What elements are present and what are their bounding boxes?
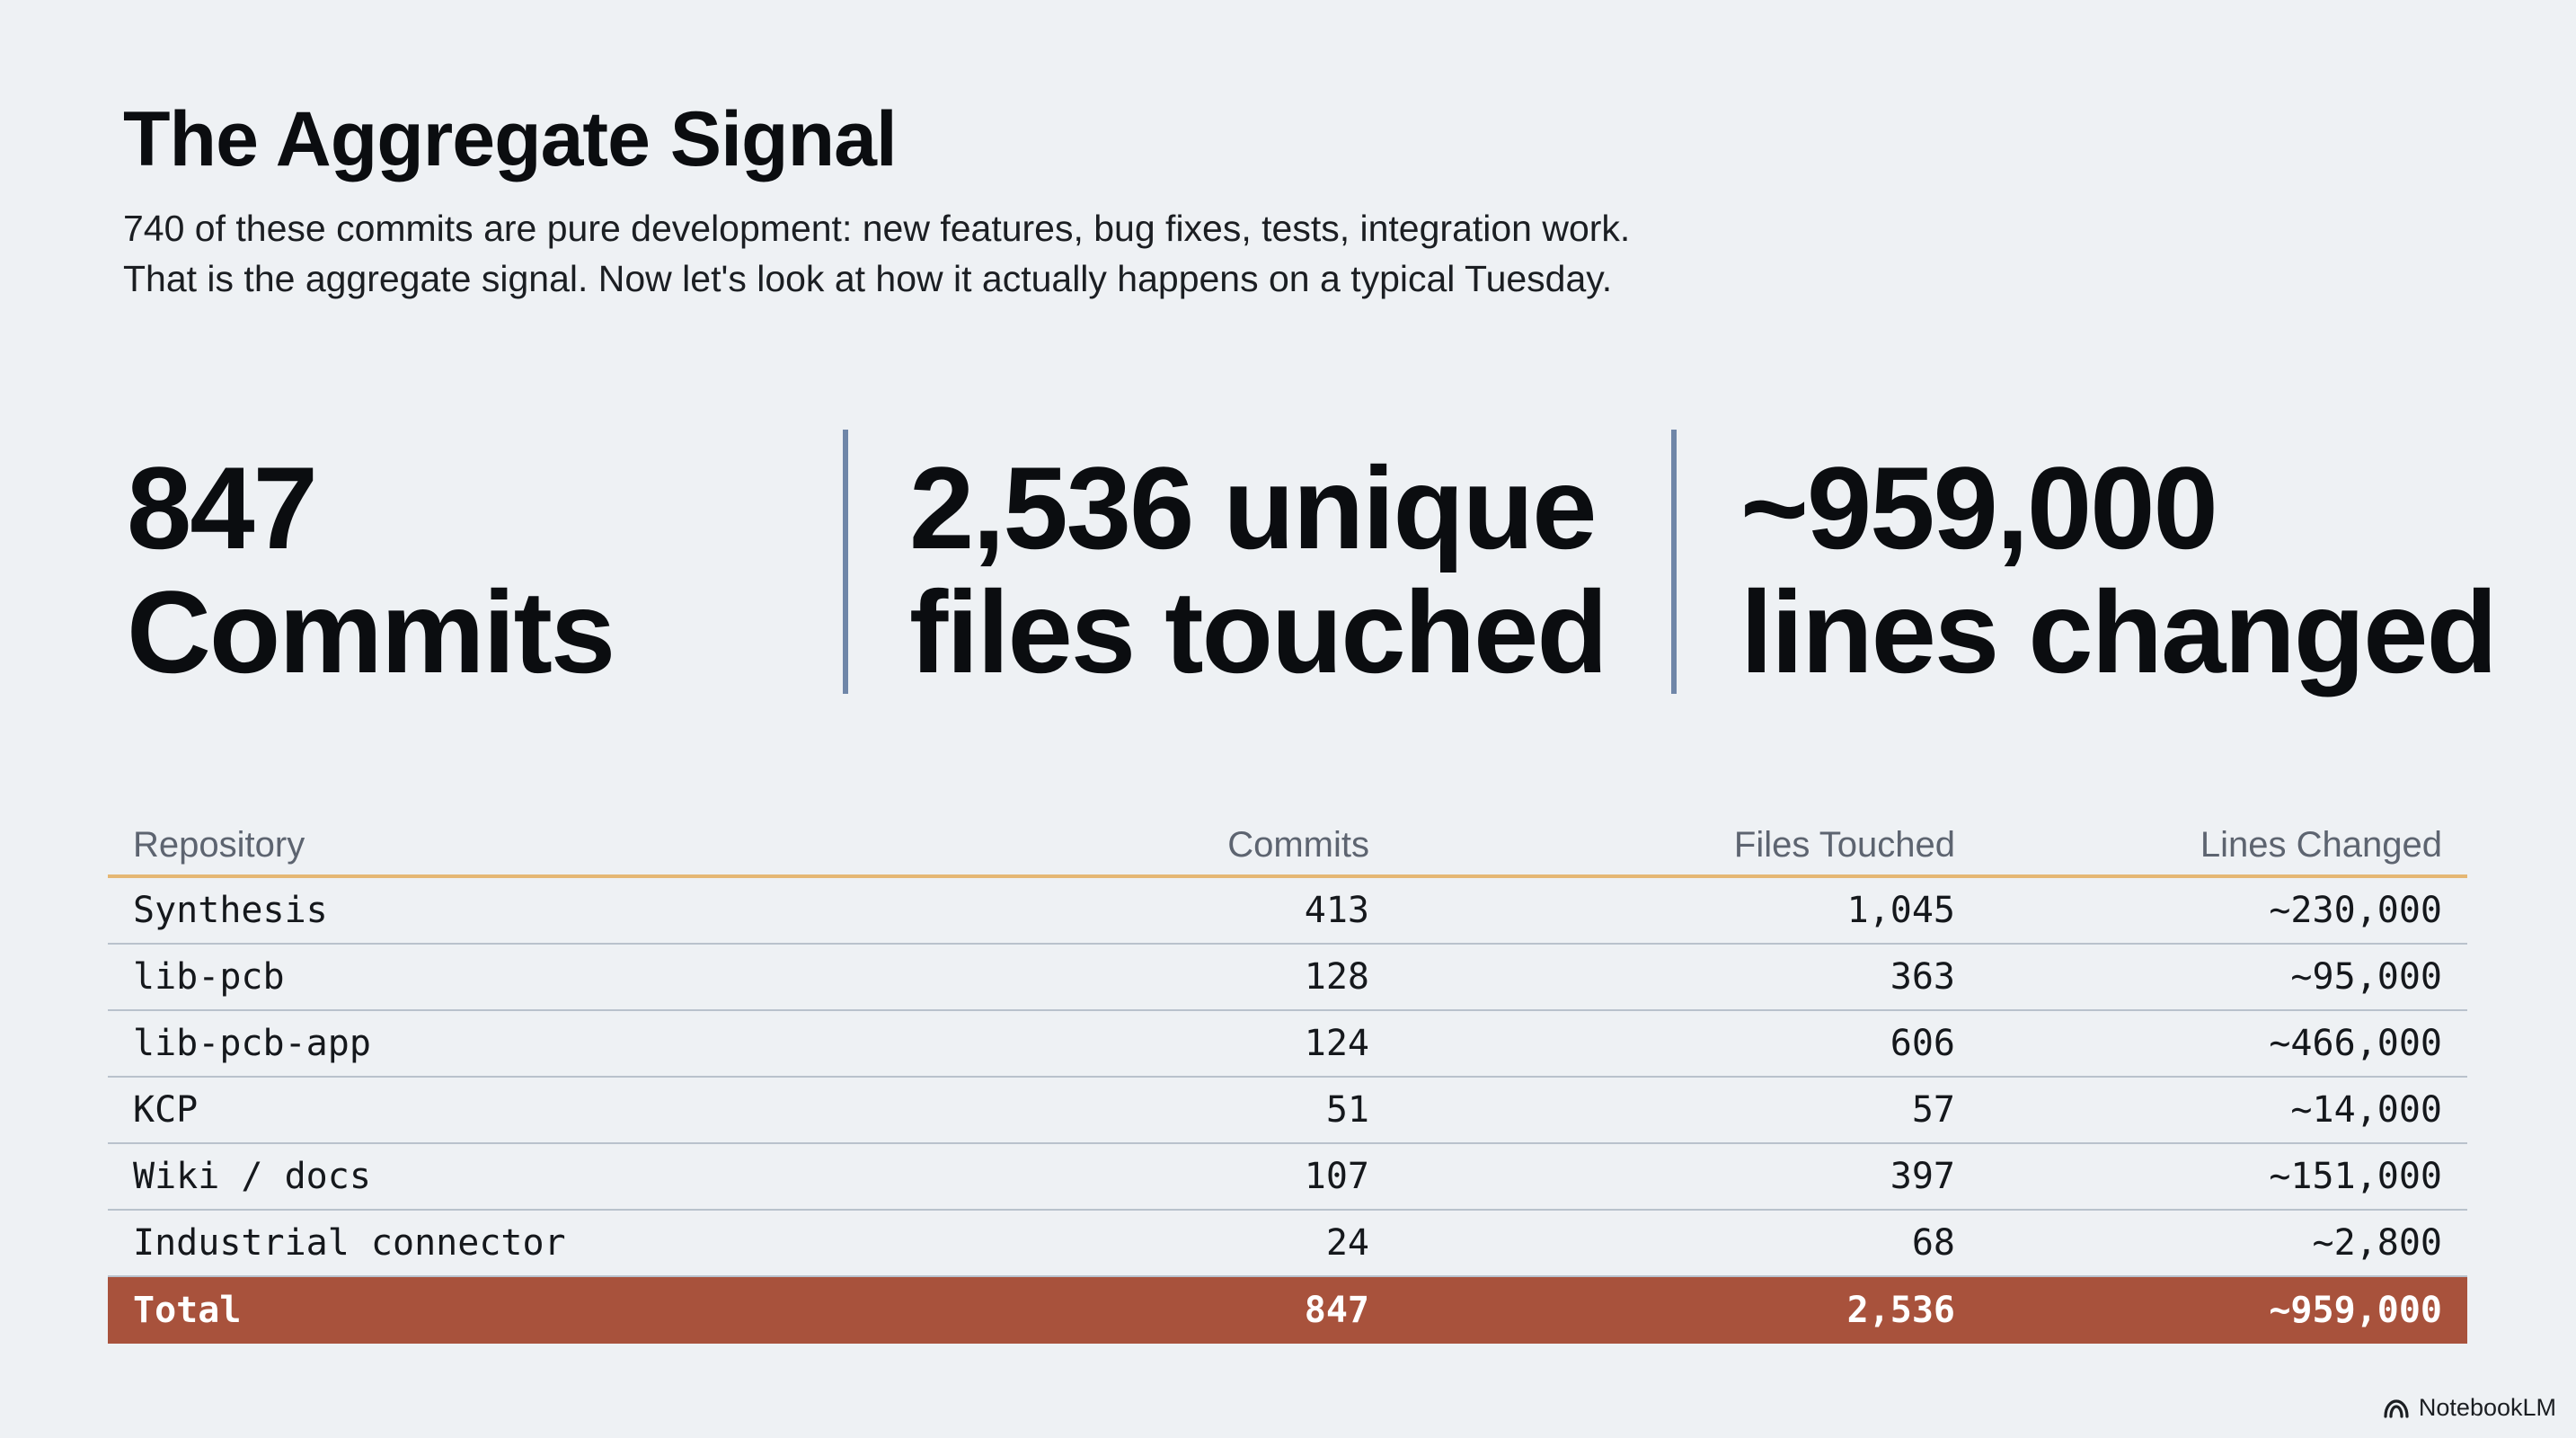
stat-label: files touched xyxy=(909,566,1608,697)
header-repository: Repository xyxy=(133,825,305,865)
table-row: Synthesis 413 1,045 ~230,000 xyxy=(108,878,2467,945)
cell-lines-changed: ~14,000 xyxy=(2290,1089,2442,1131)
table-row: KCP 51 57 ~14,000 xyxy=(108,1078,2467,1144)
cell-repository: Industrial connector xyxy=(133,1222,566,1264)
cell-commits: 128 xyxy=(1304,956,1369,998)
stat-value: ~959,000 xyxy=(1740,442,2218,573)
repository-table: Repository Commits Files Touched Lines C… xyxy=(108,812,2467,1344)
cell-files-touched: 397 xyxy=(1890,1156,1955,1197)
cell-files-touched: 363 xyxy=(1890,956,1955,998)
total-lines-changed: ~959,000 xyxy=(2269,1290,2442,1331)
table-total-row: Total 847 2,536 ~959,000 xyxy=(108,1277,2467,1344)
cell-commits: 124 xyxy=(1304,1023,1369,1064)
total-label: Total xyxy=(133,1290,242,1331)
stat-lines: ~959,000 lines changed xyxy=(1740,442,2498,697)
cell-lines-changed: ~230,000 xyxy=(2269,890,2442,931)
cell-files-touched: 606 xyxy=(1890,1023,1955,1064)
stat-divider xyxy=(843,430,848,694)
stat-label: Commits xyxy=(127,566,615,697)
stat-value: 2,536 unique xyxy=(909,442,1597,573)
notebooklm-logo-icon xyxy=(2384,1398,2409,1418)
cell-repository: KCP xyxy=(133,1089,199,1131)
cell-lines-changed: ~151,000 xyxy=(2269,1156,2442,1197)
cell-repository: Wiki / docs xyxy=(133,1156,371,1197)
stat-commits: 847 Commits xyxy=(127,442,615,697)
cell-files-touched: 1,045 xyxy=(1846,890,1955,931)
cell-commits: 51 xyxy=(1325,1089,1369,1131)
header-commits: Commits xyxy=(1227,825,1369,865)
cell-files-touched: 57 xyxy=(1911,1089,1955,1131)
cell-lines-changed: ~95,000 xyxy=(2290,956,2442,998)
table-row: Wiki / docs 107 397 ~151,000 xyxy=(108,1144,2467,1211)
header-lines-changed: Lines Changed xyxy=(2200,825,2442,865)
cell-repository: Synthesis xyxy=(133,890,328,931)
table-row: lib-pcb 128 363 ~95,000 xyxy=(108,945,2467,1011)
cell-lines-changed: ~2,800 xyxy=(2312,1222,2443,1264)
cell-repository: lib-pcb-app xyxy=(133,1023,371,1064)
subtitle-line: 740 of these commits are pure developmen… xyxy=(123,208,1631,249)
table-header-row: Repository Commits Files Touched Lines C… xyxy=(108,812,2467,878)
stats-strip: 847 Commits 2,536 unique files touched ~… xyxy=(123,430,2498,697)
cell-files-touched: 68 xyxy=(1911,1222,1955,1264)
header-files-touched: Files Touched xyxy=(1733,825,1955,865)
stat-files: 2,536 unique files touched xyxy=(909,442,1608,697)
cell-commits: 107 xyxy=(1304,1156,1369,1197)
stat-divider xyxy=(1671,430,1677,694)
table-row: lib-pcb-app 124 606 ~466,000 xyxy=(108,1011,2467,1078)
stat-value: 847 xyxy=(127,442,318,573)
subtitle-line: That is the aggregate signal. Now let's … xyxy=(123,258,1613,299)
page-title: The Aggregate Signal xyxy=(123,96,898,182)
cell-lines-changed: ~466,000 xyxy=(2269,1023,2442,1064)
stat-label: lines changed xyxy=(1740,566,2498,697)
cell-commits: 24 xyxy=(1325,1222,1369,1264)
page-subtitle: 740 of these commits are pure developmen… xyxy=(123,203,1630,304)
total-files-touched: 2,536 xyxy=(1846,1290,1955,1331)
table-row: Industrial connector 24 68 ~2,800 xyxy=(108,1211,2467,1277)
brand-watermark: NotebookLM xyxy=(2383,1394,2556,1422)
brand-name: NotebookLM xyxy=(2418,1394,2556,1421)
cell-commits: 413 xyxy=(1304,890,1369,931)
total-commits: 847 xyxy=(1304,1290,1369,1331)
cell-repository: lib-pcb xyxy=(133,956,285,998)
